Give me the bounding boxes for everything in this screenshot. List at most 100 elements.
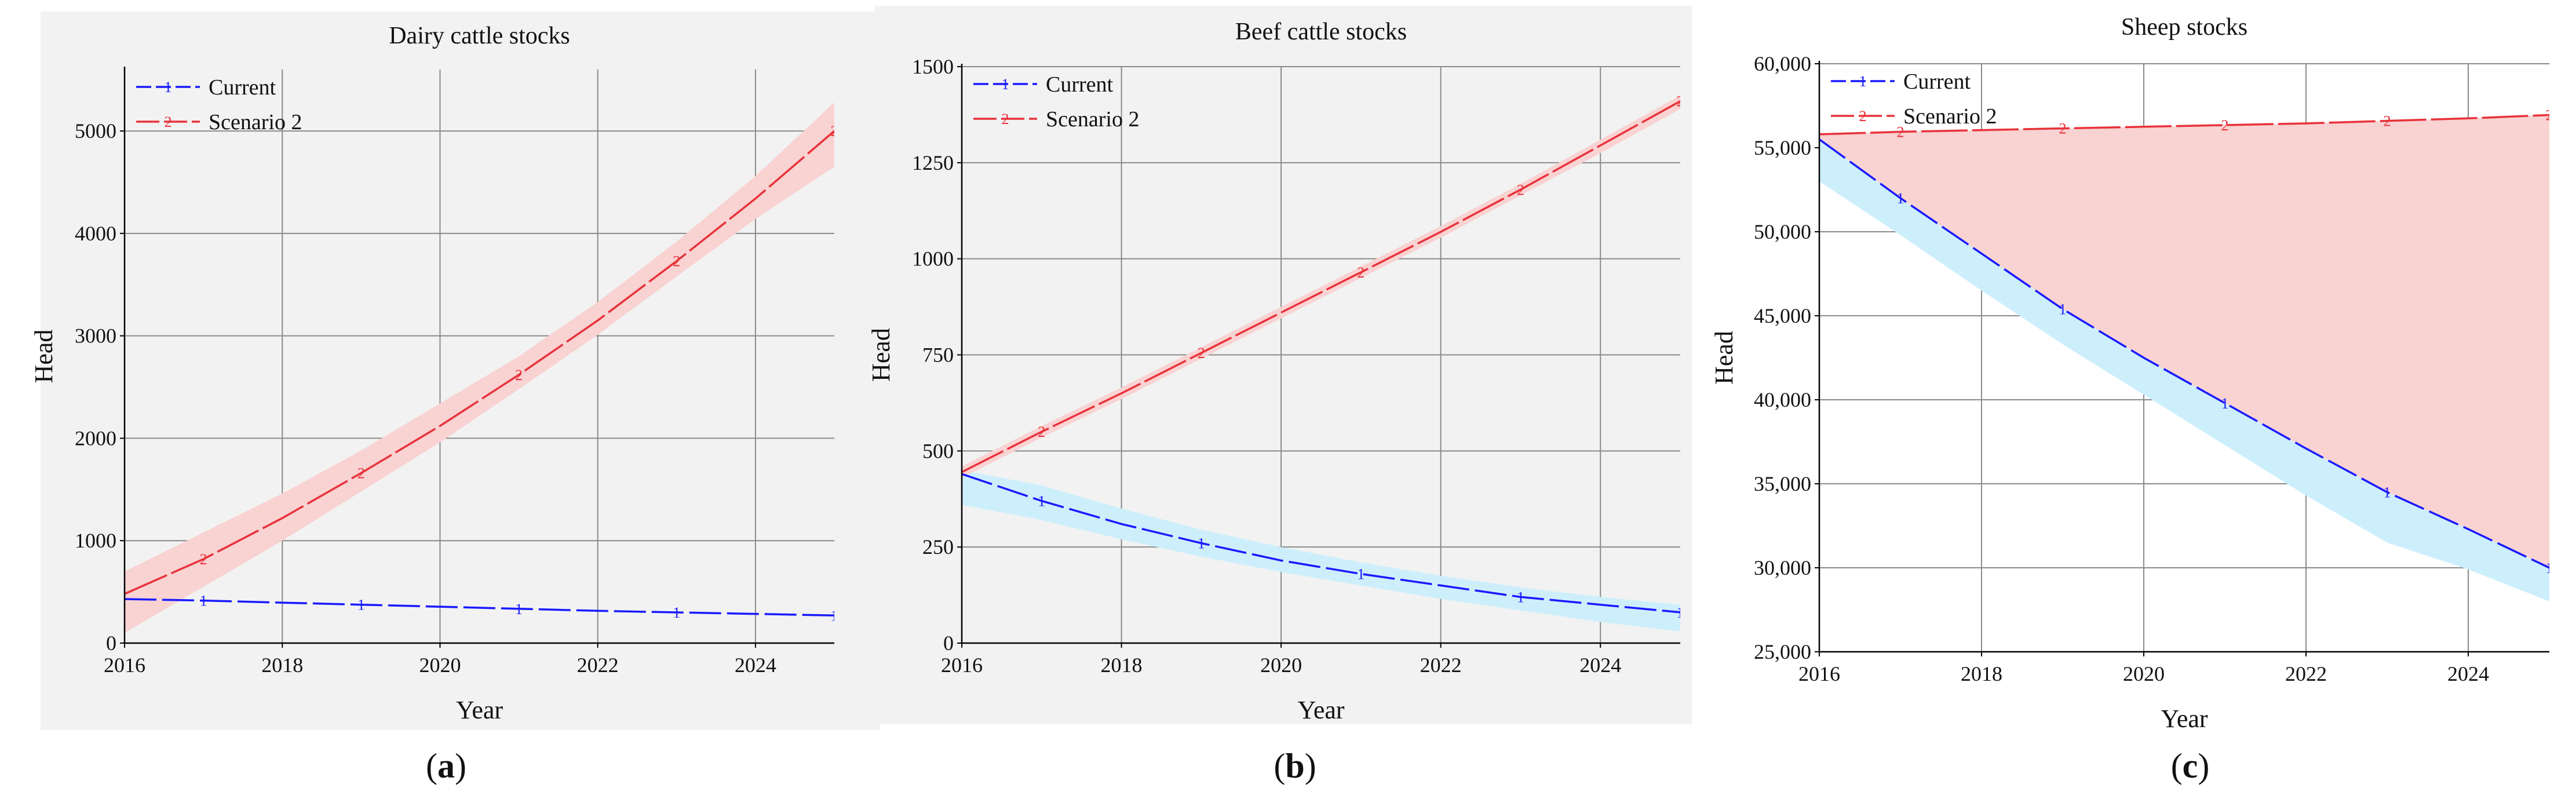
confidence-band-current (1819, 139, 2549, 601)
series-marker-scenario-2: 2 (2221, 117, 2229, 134)
x-tick-label: 2018 (1961, 662, 2002, 685)
y-tick-label: 1500 (912, 55, 954, 78)
y-tick-label: 1250 (912, 151, 954, 174)
y-tick-label: 1000 (75, 529, 116, 552)
legend-label-current: Current (1046, 72, 1114, 97)
series-marker-scenario-2: 2 (1038, 424, 1045, 440)
series-line-scenario-2 (1819, 114, 2549, 136)
legend-label-scenario-2: Scenario 2 (1046, 107, 1139, 132)
series-marker-current: 1 (1038, 493, 1045, 510)
series-marker-current: 1 (1357, 566, 1364, 583)
confidence-band-scenario-2 (125, 102, 834, 633)
series-line-current (962, 473, 1680, 614)
series-marker-scenario-2: 2 (200, 551, 207, 568)
chart-title: Beef cattle stocks (1235, 19, 1407, 45)
legend-marker: 2 (1859, 108, 1867, 125)
series-marker-scenario-2: 2 (831, 123, 838, 140)
plot-clip: 1 1 1 1 1 2 2 2 2 2 (1819, 107, 2553, 601)
series-marker-scenario-2: 2 (515, 367, 523, 384)
y-tick-label: 3000 (75, 324, 116, 348)
panel-caption: (b) (1274, 747, 1316, 785)
x-tick-label: 2016 (941, 654, 983, 677)
panel-caption: (c) (2171, 747, 2210, 785)
series-marker-scenario-2: 2 (357, 465, 365, 482)
series-marker-current: 1 (2384, 484, 2391, 501)
y-tick-label: 2000 (75, 426, 116, 450)
x-tick-label: 2024 (1579, 654, 1621, 677)
series-marker-current: 1 (200, 593, 207, 609)
chart-panel-3: 1 1 1 1 1 2 2 2 2 2 25,000 30,000 35,000 40,000 45,000… (1710, 0, 2567, 785)
chart-title: Dairy cattle stocks (389, 23, 570, 49)
x-tick-label: 2020 (1260, 654, 1302, 677)
y-tick-label: 1000 (912, 247, 954, 271)
x-tick-label: 2020 (419, 654, 461, 677)
y-tick-label: 35,000 (1754, 472, 1811, 495)
y-tick-label: 50,000 (1754, 220, 1811, 243)
y-axis-label: Head (867, 328, 895, 382)
y-tick-label: 500 (922, 439, 954, 462)
y-tick-label: 25,000 (1754, 640, 1811, 663)
series-marker-scenario-2: 2 (673, 253, 680, 270)
y-tick-label: 30,000 (1754, 556, 1811, 579)
series-line-current (125, 598, 834, 617)
plot-clip: 1 1 1 1 1 2 2 2 2 2 (125, 102, 838, 633)
legend-marker: 1 (1859, 73, 1867, 90)
plot-clip: 1 1 1 1 1 2 2 2 2 2 (962, 93, 1684, 632)
y-tick-label: 40,000 (1754, 388, 1811, 411)
x-tick-label: 2018 (1101, 654, 1143, 677)
series-marker-scenario-2: 2 (1198, 345, 1205, 362)
series-marker-current: 1 (515, 601, 523, 618)
y-tick-label: 5000 (75, 119, 116, 143)
y-tick-label: 750 (922, 344, 954, 367)
series-marker-current: 1 (831, 607, 838, 624)
y-tick-label: 60,000 (1754, 52, 1811, 75)
y-tick-label: 45,000 (1754, 304, 1811, 327)
x-tick-label: 2022 (2285, 662, 2327, 685)
legend: 1 Current 2 Scenario 2 (1831, 70, 1997, 129)
legend-marker: 1 (1002, 76, 1009, 93)
series-marker-current: 1 (1677, 604, 1684, 621)
confidence-band-scenario-2 (1819, 115, 2549, 568)
series-marker-scenario-2: 2 (1677, 93, 1684, 110)
y-tick-label: 0 (106, 632, 116, 655)
series-marker-scenario-2: 2 (2546, 107, 2553, 123)
x-tick-label: 2016 (104, 654, 145, 677)
confidence-band-scenario-2 (962, 95, 1680, 478)
legend: 1 Current 2 Scenario 2 (973, 72, 1139, 132)
series-marker-current: 1 (2546, 560, 2553, 576)
chart-title: Sheep stocks (2121, 14, 2247, 41)
series-marker-current: 1 (1897, 190, 1904, 207)
series-marker-current: 1 (357, 597, 365, 614)
legend-marker: 2 (1002, 111, 1009, 127)
series-marker-scenario-2: 2 (1517, 181, 1524, 198)
y-tick-label: 55,000 (1754, 136, 1811, 159)
legend: 1 Current 2 Scenario 2 (136, 75, 302, 134)
confidence-band-current (962, 470, 1680, 632)
series-marker-current: 1 (1517, 589, 1524, 605)
legend-label-current: Current (1903, 70, 1971, 94)
x-axis-label: Year (456, 696, 503, 724)
x-axis-label: Year (2161, 705, 2208, 733)
series-line-scenario-2 (962, 100, 1680, 473)
series-marker-current: 1 (2059, 301, 2067, 317)
series-marker-scenario-2: 2 (2384, 113, 2391, 130)
x-axis-label: Year (1297, 696, 1344, 724)
x-tick-label: 2020 (2123, 662, 2165, 685)
y-axis-label: Head (1710, 331, 1738, 385)
series-marker-current: 1 (1198, 535, 1205, 552)
x-tick-label: 2018 (261, 654, 303, 677)
series-marker-scenario-2: 2 (1357, 264, 1364, 281)
legend-label-current: Current (209, 75, 276, 100)
series-marker-scenario-2: 2 (1897, 123, 1904, 140)
y-tick-label: 250 (922, 535, 954, 559)
y-tick-label: 4000 (75, 222, 116, 245)
chart-panel-1: 1 1 1 1 1 2 2 2 2 2 0 1000 2000 3000 4000 5000 2016 2018 2… (30, 12, 880, 785)
legend-label-scenario-2: Scenario 2 (1903, 104, 1997, 129)
series-marker-current: 1 (673, 604, 680, 621)
x-tick-label: 2022 (1420, 654, 1462, 677)
y-axis-label: Head (30, 330, 58, 384)
x-tick-label: 2024 (2447, 662, 2489, 685)
chart-panel-2: 1 1 1 1 1 2 2 2 2 2 0 250 500 750 1000 1250 1500 2016 2018… (867, 6, 1692, 785)
y-tick-label: 0 (943, 632, 954, 655)
